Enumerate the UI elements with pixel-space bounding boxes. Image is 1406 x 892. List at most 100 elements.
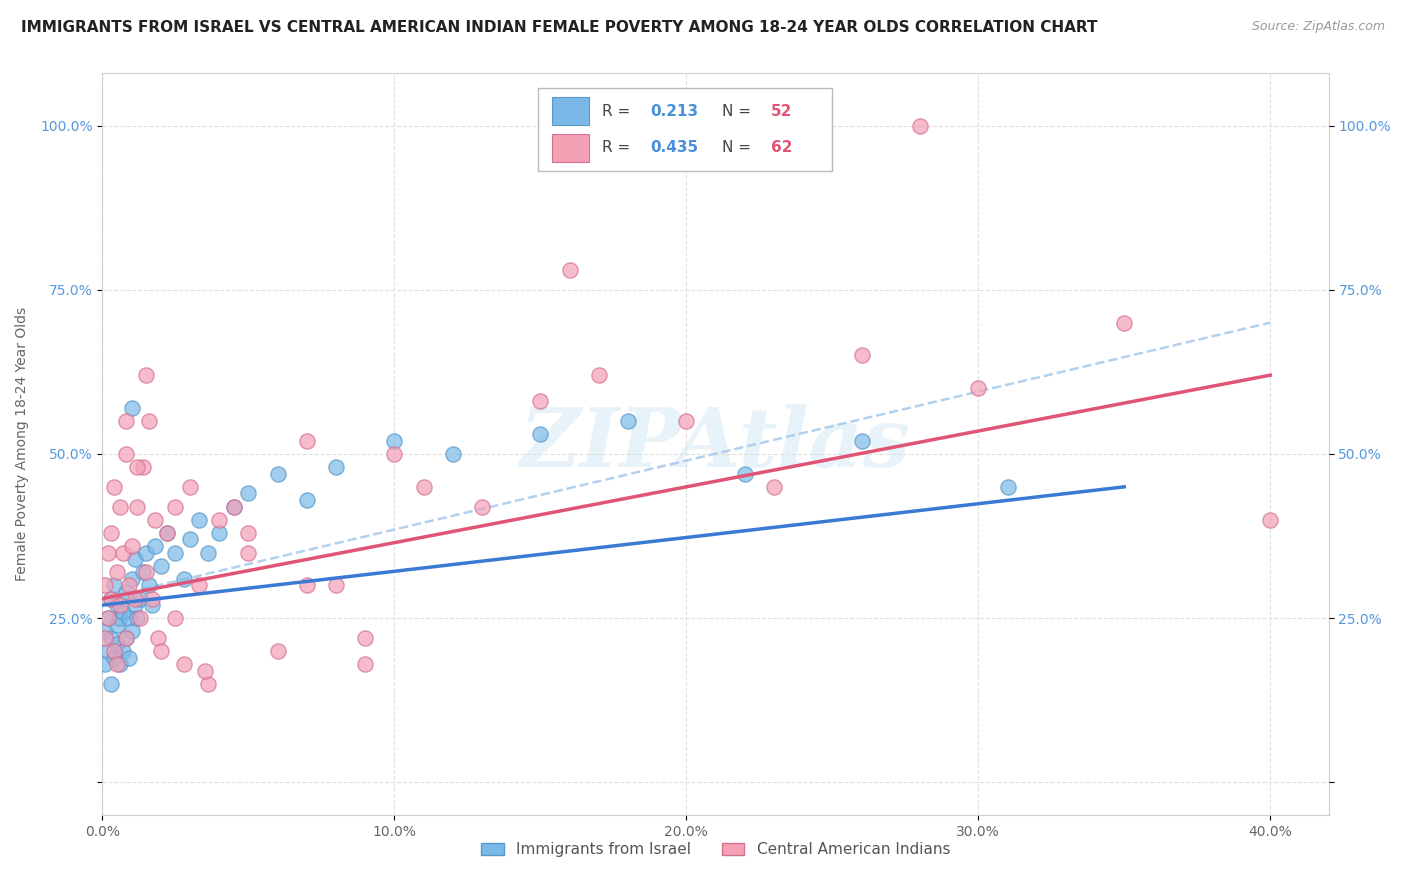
- Text: 52: 52: [770, 103, 792, 119]
- Point: [108, 611, 131, 625]
- FancyBboxPatch shape: [537, 87, 832, 171]
- Point: [762, 480, 785, 494]
- Legend: Immigrants from Israel, Central American Indians: Immigrants from Israel, Central American…: [475, 836, 956, 863]
- Point: [149, 558, 172, 573]
- Point: [1114, 316, 1136, 330]
- Point: [127, 500, 149, 514]
- Text: 62: 62: [770, 140, 792, 155]
- Point: [146, 631, 169, 645]
- Point: [208, 525, 231, 540]
- Point: [441, 447, 464, 461]
- Point: [132, 566, 155, 580]
- Point: [105, 617, 128, 632]
- Point: [851, 434, 873, 448]
- Point: [129, 591, 152, 606]
- Point: [108, 598, 131, 612]
- Point: [197, 677, 219, 691]
- Point: [103, 578, 125, 592]
- Point: [132, 460, 155, 475]
- Point: [111, 545, 134, 559]
- Point: [558, 263, 581, 277]
- Point: [325, 578, 347, 592]
- Point: [111, 605, 134, 619]
- Point: [114, 447, 136, 461]
- Point: [266, 644, 288, 658]
- Point: [97, 611, 120, 625]
- Point: [617, 414, 640, 428]
- Point: [105, 638, 128, 652]
- Point: [108, 657, 131, 672]
- Point: [471, 500, 494, 514]
- Point: [908, 119, 931, 133]
- Point: [105, 657, 128, 672]
- Point: [295, 493, 318, 508]
- Point: [97, 644, 120, 658]
- Point: [94, 657, 117, 672]
- Point: [97, 611, 120, 625]
- Point: [100, 631, 122, 645]
- Text: 0.213: 0.213: [651, 103, 699, 119]
- Point: [141, 598, 163, 612]
- Point: [295, 434, 318, 448]
- Point: [197, 545, 219, 559]
- Point: [121, 539, 143, 553]
- Point: [105, 598, 128, 612]
- Point: [129, 611, 152, 625]
- Point: [103, 650, 125, 665]
- Point: [135, 545, 157, 559]
- Point: [118, 611, 141, 625]
- Text: Source: ZipAtlas.com: Source: ZipAtlas.com: [1251, 20, 1385, 33]
- Point: [138, 414, 160, 428]
- Point: [111, 644, 134, 658]
- Point: [179, 533, 201, 547]
- Point: [165, 545, 187, 559]
- Point: [384, 434, 406, 448]
- Point: [138, 578, 160, 592]
- Point: [529, 394, 551, 409]
- Point: [121, 401, 143, 415]
- Point: [187, 513, 209, 527]
- Point: [97, 545, 120, 559]
- Point: [675, 414, 697, 428]
- Point: [124, 552, 146, 566]
- Point: [114, 585, 136, 599]
- Point: [124, 598, 146, 612]
- Point: [325, 460, 347, 475]
- Point: [143, 513, 166, 527]
- Point: [179, 480, 201, 494]
- FancyBboxPatch shape: [553, 134, 589, 161]
- Point: [194, 664, 217, 678]
- Point: [1258, 513, 1281, 527]
- Point: [100, 525, 122, 540]
- Point: [141, 591, 163, 606]
- Point: [156, 525, 179, 540]
- Point: [266, 467, 288, 481]
- Point: [165, 611, 187, 625]
- Point: [127, 460, 149, 475]
- Point: [121, 572, 143, 586]
- Point: [997, 480, 1019, 494]
- Point: [108, 500, 131, 514]
- Point: [156, 525, 179, 540]
- Point: [529, 427, 551, 442]
- Point: [124, 591, 146, 606]
- Point: [100, 591, 122, 606]
- Point: [114, 631, 136, 645]
- Point: [734, 119, 756, 133]
- Text: N =: N =: [721, 140, 755, 155]
- Point: [118, 578, 141, 592]
- Text: IMMIGRANTS FROM ISRAEL VS CENTRAL AMERICAN INDIAN FEMALE POVERTY AMONG 18-24 YEA: IMMIGRANTS FROM ISRAEL VS CENTRAL AMERIC…: [21, 20, 1098, 35]
- Point: [354, 631, 377, 645]
- Point: [354, 657, 377, 672]
- Text: R =: R =: [602, 140, 634, 155]
- Point: [588, 368, 610, 383]
- Y-axis label: Female Poverty Among 18-24 Year Olds: Female Poverty Among 18-24 Year Olds: [15, 307, 30, 582]
- Point: [238, 545, 260, 559]
- Text: 0.435: 0.435: [651, 140, 699, 155]
- Point: [851, 348, 873, 362]
- Point: [135, 368, 157, 383]
- Point: [173, 657, 195, 672]
- Point: [734, 467, 756, 481]
- Text: ZIPAtlas: ZIPAtlas: [520, 404, 911, 484]
- Text: R =: R =: [602, 103, 634, 119]
